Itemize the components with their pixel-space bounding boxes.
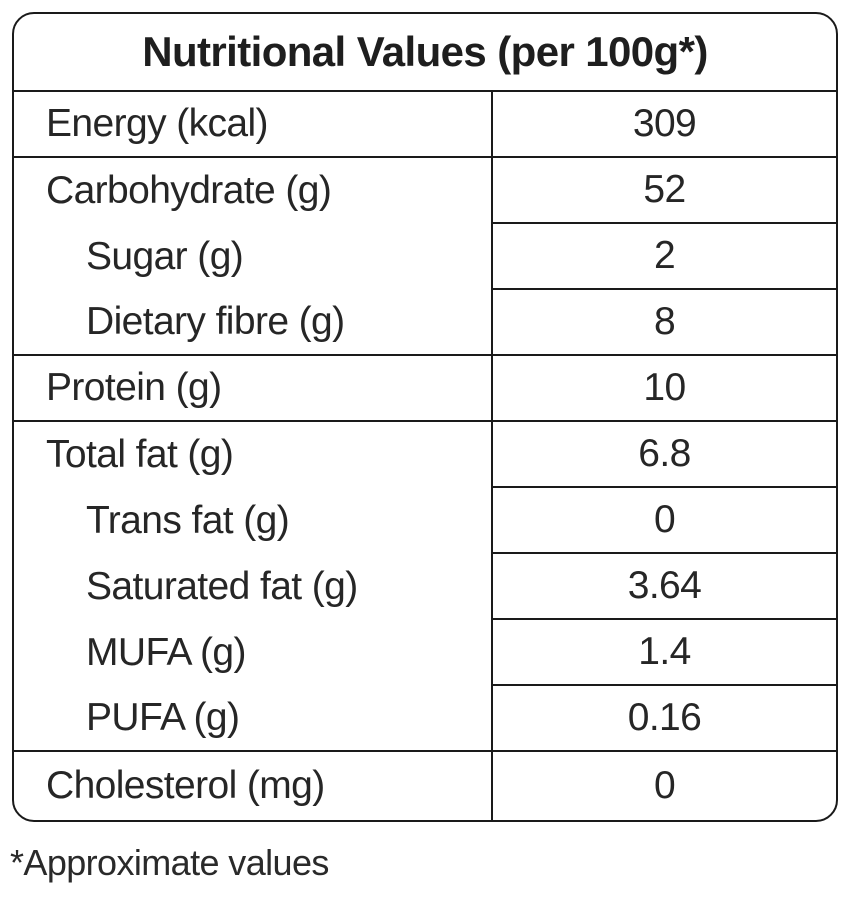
table-row: Dietary fibre (g) 8 [14, 290, 836, 356]
table-row: PUFA (g) 0.16 [14, 686, 836, 752]
row-value: 8 [491, 290, 836, 354]
nutrition-table: Nutritional Values (per 100g*) Energy (k… [12, 12, 838, 822]
footnote: *Approximate values [10, 842, 329, 883]
table-row: Sugar (g) 2 [14, 224, 836, 290]
table-row: Total fat (g) 6.8 [14, 422, 836, 488]
table-row: Protein (g) 10 [14, 356, 836, 422]
row-value: 10 [491, 356, 836, 420]
table-title: Nutritional Values (per 100g*) [14, 14, 836, 92]
row-label: Total fat (g) [46, 433, 234, 476]
row-label: PUFA (g) [86, 696, 240, 739]
row-label: Protein (g) [46, 366, 222, 409]
table-row: Trans fat (g) 0 [14, 488, 836, 554]
table-body: Energy (kcal) 309 Carbohydrate (g) 52 Su… [14, 92, 836, 820]
row-label: Carbohydrate (g) [46, 169, 332, 212]
row-value: 1.4 [491, 620, 836, 686]
row-value: 0 [491, 488, 836, 554]
row-label: Energy (kcal) [46, 102, 269, 145]
table-row: Carbohydrate (g) 52 [14, 158, 836, 224]
table-row: Saturated fat (g) 3.64 [14, 554, 836, 620]
row-value: 3.64 [491, 554, 836, 620]
row-value: 52 [491, 158, 836, 224]
row-value: 0.16 [491, 686, 836, 750]
row-label: Trans fat (g) [86, 499, 290, 542]
row-label: Sugar (g) [86, 235, 244, 278]
table-row: Energy (kcal) 309 [14, 92, 836, 158]
row-value: 6.8 [491, 422, 836, 488]
table-row: MUFA (g) 1.4 [14, 620, 836, 686]
row-label: Dietary fibre (g) [86, 300, 345, 343]
row-value: 0 [491, 752, 836, 820]
row-label: MUFA (g) [86, 631, 246, 674]
row-value: 2 [491, 224, 836, 290]
row-label: Cholesterol (mg) [46, 764, 325, 807]
row-label: Saturated fat (g) [86, 565, 358, 608]
table-row: Cholesterol (mg) 0 [14, 752, 836, 820]
row-value: 309 [491, 92, 836, 156]
